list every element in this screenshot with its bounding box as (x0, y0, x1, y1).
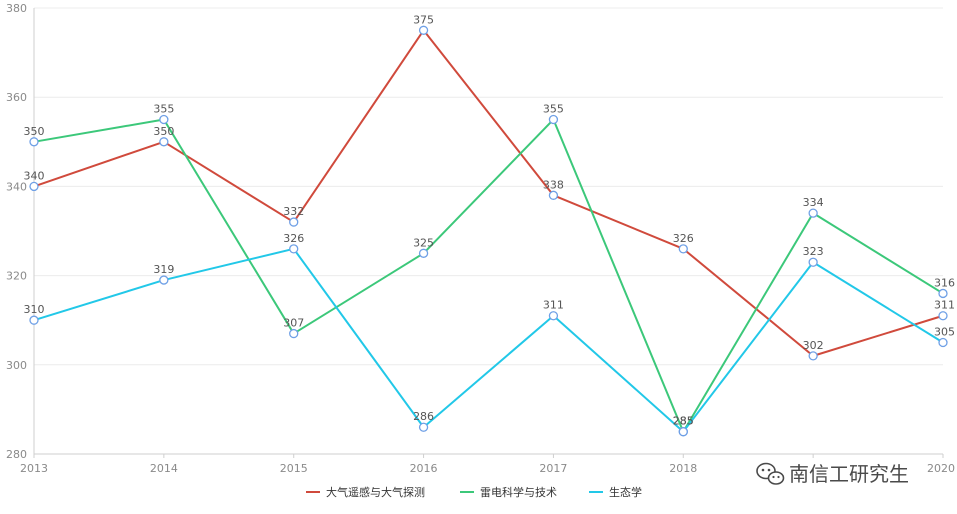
data-label: 350 (153, 125, 174, 138)
wechat-icon (756, 462, 785, 485)
data-point (548, 114, 559, 125)
data-label: 355 (543, 103, 564, 116)
data-label: 325 (413, 236, 434, 249)
data-label: 285 (673, 415, 694, 428)
y-tick-label: 280 (6, 448, 27, 461)
y-tick-label: 380 (6, 2, 27, 15)
series-lines (33, 29, 944, 433)
data-point (289, 328, 299, 339)
y-tick-label: 300 (6, 359, 27, 372)
watermark-text: 南信工研究生 (789, 462, 909, 486)
data-label: 307 (283, 317, 304, 330)
y-axis-ticks: 280 300 320 340 360 380 (6, 2, 27, 461)
data-label: 316 (934, 276, 955, 289)
data-label: 326 (283, 232, 304, 245)
data-label: 311 (934, 299, 955, 312)
data-point (418, 25, 429, 35)
data-point (29, 137, 39, 147)
data-point (808, 208, 818, 218)
y-tick-label: 320 (6, 270, 27, 283)
data-point (808, 257, 818, 267)
data-label: 311 (543, 299, 564, 312)
data-point (289, 244, 299, 254)
data-point (808, 351, 818, 361)
data-point (159, 275, 169, 285)
data-label: 319 (153, 263, 174, 276)
data-point (29, 181, 39, 192)
data-points (29, 25, 948, 437)
y-tick-label: 360 (6, 91, 27, 104)
data-label: 310 (24, 303, 45, 316)
data-point (159, 114, 169, 125)
x-tick-label: 2016 (410, 462, 438, 475)
x-tick-label: 2020 (927, 462, 955, 475)
data-point (678, 244, 688, 254)
data-label: 332 (283, 205, 304, 218)
data-label: 338 (543, 178, 564, 191)
data-label: 305 (934, 326, 955, 339)
data-label: 375 (413, 13, 434, 26)
data-label: 286 (413, 410, 434, 423)
legend-item: 大气遥感与大气探测 (306, 485, 425, 499)
x-axis-ticks: 2013 2014 2015 2016 2017 2018 2020 (20, 462, 955, 475)
legend-label: 雷电科学与技术 (480, 485, 557, 499)
series-line-2 (33, 247, 944, 433)
data-label: 334 (803, 196, 824, 209)
data-label: 340 (24, 169, 45, 182)
data-label: 350 (24, 125, 45, 138)
axes (33, 8, 944, 458)
x-tick-label: 2015 (280, 462, 308, 475)
legend-label: 生态学 (609, 485, 642, 499)
data-label: 326 (673, 232, 694, 245)
data-point (548, 190, 559, 200)
data-point (678, 427, 688, 437)
data-labels: 340 350 332 375 338 326 302 311 350 355 307 325 355 2… (24, 13, 956, 427)
data-label: 302 (803, 339, 824, 352)
data-label: 285 (673, 415, 694, 428)
data-point (938, 337, 948, 348)
data-point (418, 422, 429, 432)
series-line-1 (33, 118, 944, 433)
series-line-0 (33, 29, 944, 357)
data-point (159, 137, 169, 147)
data-point (418, 248, 429, 258)
legend: 大气遥感与大气探测 雷电科学与技术 生态学 (306, 485, 642, 499)
data-label: 355 (153, 103, 174, 116)
data-point (938, 288, 948, 299)
legend-item: 生态学 (589, 485, 642, 499)
x-tick-label: 2017 (539, 462, 567, 475)
legend-item: 雷电科学与技术 (460, 485, 557, 499)
y-tick-label: 340 (6, 180, 27, 193)
legend-label: 大气遥感与大气探测 (326, 485, 425, 499)
x-tick-label: 2014 (150, 462, 178, 475)
data-point (29, 315, 39, 325)
x-tick-label: 2018 (669, 462, 697, 475)
data-label: 323 (803, 245, 824, 258)
data-point (289, 217, 299, 227)
data-point (548, 311, 559, 321)
watermark: 南信工研究生 (756, 462, 909, 486)
data-point (938, 311, 948, 321)
x-tick-label: 2013 (20, 462, 48, 475)
